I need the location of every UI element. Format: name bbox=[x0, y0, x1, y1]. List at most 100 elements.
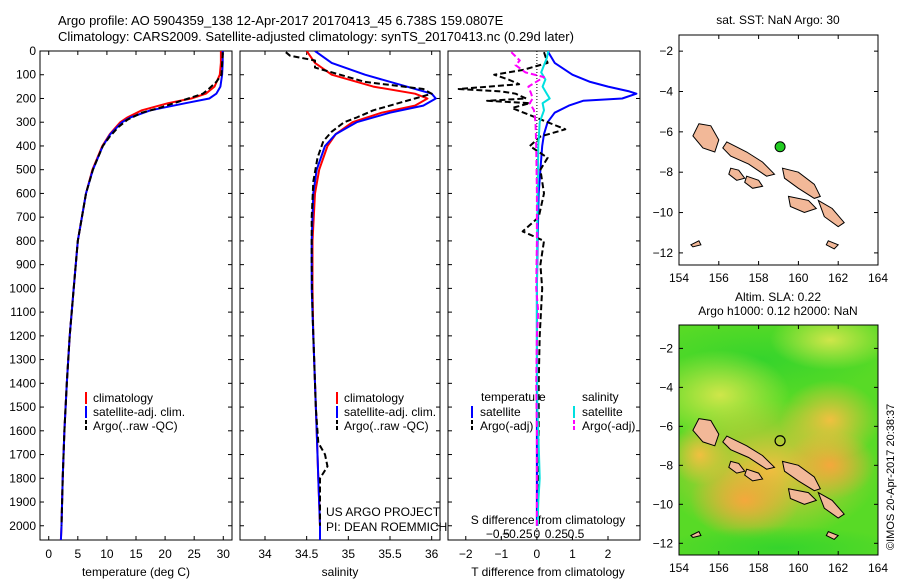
salinity-legend: climatology satellite-adj. clim. Argo(..… bbox=[336, 391, 436, 433]
copyright-stamp: ©IMOS 20-Apr-2017 20:38:37 bbox=[885, 404, 897, 550]
temperature-x-tick-label: 25 bbox=[188, 547, 202, 561]
s-diff-x-tick-label: 0.25 bbox=[545, 527, 569, 541]
s-diff-x-tick-label: −0.5 bbox=[486, 527, 510, 541]
t-difference-label: T difference from climatology bbox=[471, 565, 625, 579]
s-difference-label: S difference from climatology bbox=[471, 513, 626, 527]
depth-tick-label: 600 bbox=[16, 186, 36, 200]
legend-label-argo: Argo(..raw -QC) bbox=[93, 419, 178, 433]
map-x-tick-label: 164 bbox=[868, 271, 888, 285]
salinity-x-tick-label: 36 bbox=[425, 547, 439, 561]
map-x-tick-label: 156 bbox=[709, 271, 729, 285]
map-y-tick-label: −2 bbox=[659, 341, 673, 355]
t-diff-x-tick-label: −1 bbox=[494, 547, 508, 561]
map-y-tick-label: −12 bbox=[653, 536, 674, 550]
depth-tick-label: 100 bbox=[16, 68, 36, 82]
temperature-panel: temperature (deg C) bbox=[39, 50, 233, 579]
island-shape bbox=[690, 240, 702, 248]
island-shape bbox=[825, 240, 840, 250]
temperature-series-climatology bbox=[59, 51, 222, 540]
temperature-x-tick-label: 30 bbox=[217, 547, 231, 561]
figure-title-line2: Climatology: CARS2009. Satellite-adjuste… bbox=[58, 29, 574, 44]
legend-title-temperature: temperature bbox=[481, 390, 546, 404]
altimetry-map-title-1: Altim. SLA: 0.22 bbox=[735, 290, 821, 304]
legend-label-satellite: satellite-adj. clim. bbox=[93, 405, 185, 419]
s-diff-x-tick-label: −0.25 bbox=[502, 527, 533, 541]
difference-legend: temperature salinity satellite Argo(-adj… bbox=[471, 390, 635, 433]
map-x-tick-label: 154 bbox=[669, 271, 689, 285]
temperature-series-group bbox=[59, 51, 224, 540]
map-x-tick-label: 164 bbox=[868, 561, 888, 575]
depth-tick-label: 1300 bbox=[9, 353, 36, 367]
t-diff-x-tick-label: 2 bbox=[605, 547, 612, 561]
island-shape bbox=[781, 167, 822, 199]
map-x-tick-label: 158 bbox=[749, 561, 769, 575]
depth-tick-label: 1500 bbox=[9, 400, 36, 414]
map-x-tick-label: 154 bbox=[669, 561, 689, 575]
t-diff-x-tick-label: −2 bbox=[459, 547, 473, 561]
temperature-x-label: temperature (deg C) bbox=[82, 565, 190, 579]
map-y-tick-label: −8 bbox=[659, 165, 673, 179]
salinity-x-tick-label: 34.5 bbox=[295, 547, 319, 561]
sst-map-title: sat. SST: NaN Argo: 30 bbox=[716, 13, 840, 27]
salinity-x-label: salinity bbox=[322, 565, 359, 579]
island-shape bbox=[728, 167, 746, 181]
depth-tick-label: 1100 bbox=[10, 305, 36, 319]
depth-tick-label: 1400 bbox=[9, 376, 36, 390]
map-y-tick-label: −8 bbox=[659, 458, 673, 472]
map-y-tick-label: −2 bbox=[659, 44, 673, 58]
difference-axes-frame bbox=[447, 50, 641, 541]
legend-label-s-satellite: satellite bbox=[582, 405, 623, 419]
map-y-tick-label: −4 bbox=[659, 380, 673, 394]
map-y-tick-label: −10 bbox=[653, 206, 674, 220]
depth-tick-label: 700 bbox=[16, 210, 36, 224]
island-shape bbox=[692, 418, 720, 447]
difference-series-satellite bbox=[535, 51, 638, 526]
legend-label-climatology: climatology bbox=[344, 391, 404, 405]
altimetry-map-title-2: Argo h1000: 0.12 h2000: NaN bbox=[698, 304, 857, 318]
temperature-axes-frame bbox=[39, 50, 233, 541]
island-shape bbox=[825, 530, 840, 541]
map-y-tick-label: −6 bbox=[659, 125, 673, 139]
credit-line-1: US ARGO PROJECT bbox=[326, 505, 441, 519]
map-x-tick-label: 158 bbox=[749, 271, 769, 285]
map-x-tick-label: 160 bbox=[788, 271, 808, 285]
temperature-x-tick-label: 20 bbox=[158, 547, 172, 561]
map-x-tick-label: 162 bbox=[828, 561, 848, 575]
sst-map: sat. SST: NaN Argo: 30 bbox=[678, 13, 879, 266]
map-y-tick-label: −10 bbox=[653, 497, 674, 511]
legend-label-s-argo: Argo(-adj) bbox=[582, 419, 635, 433]
temperature-x-tick-label: 15 bbox=[129, 547, 143, 561]
s-diff-x-tick-label: 0.5 bbox=[568, 527, 585, 541]
salinity-x-tick-label: 35 bbox=[342, 547, 356, 561]
difference-series-satellite bbox=[535, 51, 551, 526]
depth-tick-label: 200 bbox=[16, 91, 36, 105]
depth-tick-label: 400 bbox=[16, 139, 36, 153]
map-x-tick-label: 162 bbox=[828, 271, 848, 285]
map-y-tick-label: −12 bbox=[653, 246, 674, 260]
salinity-series-argorawqc bbox=[285, 51, 433, 526]
salinity-x-tick-label: 34 bbox=[258, 547, 272, 561]
difference-series-argoadj bbox=[457, 51, 567, 526]
island-shape bbox=[722, 141, 776, 177]
credit-line-2: PI: DEAN ROEMMICH bbox=[326, 520, 447, 534]
t-diff-x-tick-label: 0 bbox=[534, 547, 541, 561]
salinity-series-climatology bbox=[305, 51, 429, 540]
island-shape bbox=[787, 195, 818, 214]
difference-series-group bbox=[457, 51, 638, 526]
map-y-tick-label: −4 bbox=[659, 84, 673, 98]
legend-label-argo: Argo(..raw -QC) bbox=[344, 419, 429, 433]
map-y-tick-label: −6 bbox=[659, 419, 673, 433]
depth-tick-label: 0 bbox=[29, 44, 36, 58]
depth-tick-label: 500 bbox=[16, 163, 36, 177]
temperature-x-tick-label: 5 bbox=[74, 547, 81, 561]
island-shape bbox=[722, 435, 776, 470]
depth-tick-label: 800 bbox=[16, 234, 36, 248]
float-location-marker bbox=[774, 141, 786, 153]
island-shape bbox=[728, 460, 746, 474]
t-diff-x-tick-label: 1 bbox=[569, 547, 576, 561]
legend-label-t-argo: Argo(-adj) bbox=[480, 419, 533, 433]
altimetry-map: Altim. SLA: 0.22 Argo h1000: 0.12 h2000:… bbox=[678, 290, 879, 556]
salinity-series-satelliteadjclim bbox=[310, 51, 437, 540]
temperature-legend: climatology satellite-adj. clim. Argo(..… bbox=[85, 391, 185, 433]
